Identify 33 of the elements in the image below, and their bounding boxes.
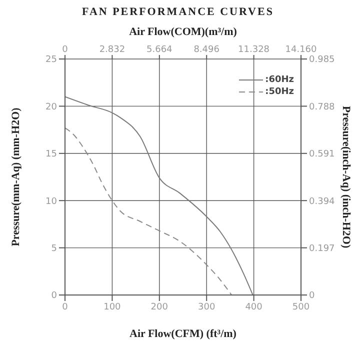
x-tick-label: 0 <box>62 302 68 312</box>
y2-tick-label: 0.394 <box>309 196 336 207</box>
y2-tick-label: 0 <box>309 291 315 302</box>
y-axis-title: Pressure(mm-Aq) (mm-H2O) <box>10 107 22 246</box>
y2-tick-label: 0.591 <box>309 150 335 160</box>
x-tick-label: 400 <box>245 302 263 312</box>
y-tick-label: 10 <box>46 196 58 207</box>
x-axis-title: Air Flow(CFM) (ft³/m) <box>130 328 237 340</box>
x2-tick-label: 2.832 <box>99 45 126 55</box>
x-tick-label: 300 <box>198 302 216 312</box>
line-series <box>65 96 254 295</box>
y2-axis-title: Pressure(inch-Aq) (inch-H2O) <box>340 106 352 248</box>
x-tick-label: 500 <box>292 302 310 312</box>
x2-tick-label: 5.664 <box>146 45 173 55</box>
x2-tick-label: 8.496 <box>194 45 220 55</box>
x2-tick-label: 0 <box>62 45 68 55</box>
y2-tick-label: 0.197 <box>309 244 335 254</box>
legend-label: :60Hz <box>265 74 294 86</box>
x2-tick-label: 14.160 <box>285 45 318 55</box>
line-series <box>65 127 232 295</box>
x-tick-label: 100 <box>104 302 122 312</box>
legend-label: :50Hz <box>265 86 294 98</box>
chart-title: FAN PERFORMANCE CURVES <box>81 6 275 18</box>
x2-tick-label: 11.328 <box>238 45 270 55</box>
y2-tick-label: 0.985 <box>309 55 335 66</box>
x2-axis-title: Air Flow(COM)(m³/m) <box>129 26 238 38</box>
y2-tick-label: 0.788 <box>309 102 336 112</box>
y-tick-label: 0 <box>51 291 58 302</box>
y-tick-label: 5 <box>51 244 57 254</box>
x-tick-label: 200 <box>150 302 168 312</box>
y-tick-label: 20 <box>46 102 58 112</box>
y-tick-label: 15 <box>46 150 57 160</box>
y-tick-label: 25 <box>46 55 57 66</box>
